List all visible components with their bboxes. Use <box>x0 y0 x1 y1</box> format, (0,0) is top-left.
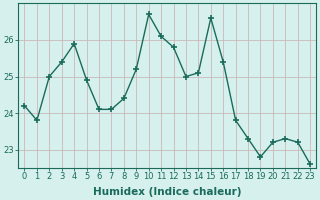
X-axis label: Humidex (Indice chaleur): Humidex (Indice chaleur) <box>93 187 242 197</box>
